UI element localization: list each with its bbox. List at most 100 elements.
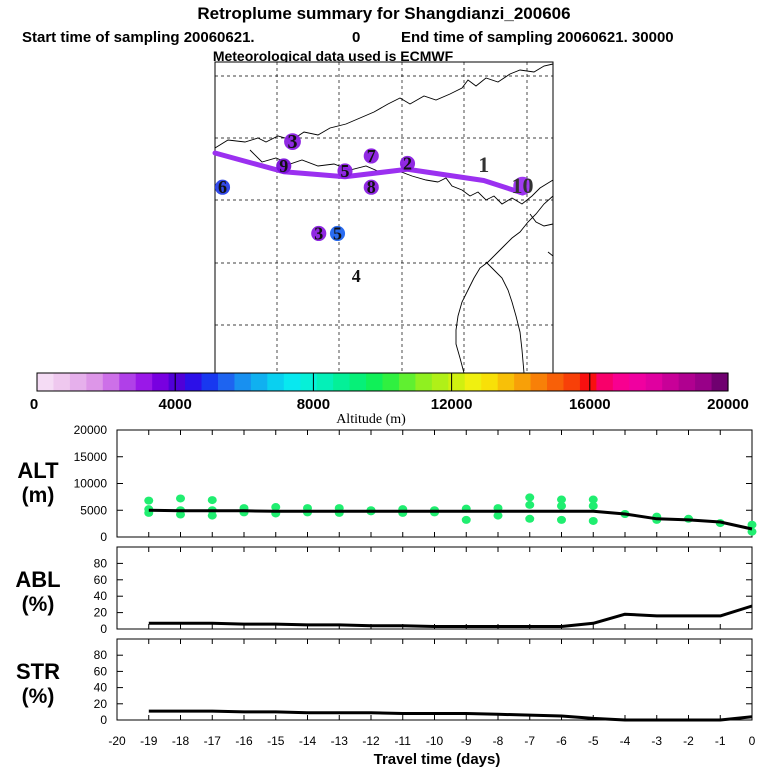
panel-unit-label: (%) [22,685,55,708]
panel-label: ABL [15,567,60,592]
colorbar-cell [497,373,515,391]
x-tick-label: -2 [683,734,694,748]
cluster-marker [363,179,379,195]
cluster-marker [311,225,327,242]
colorbar-cell [547,373,565,391]
colorbar-tick-label: 16000 [569,396,611,413]
colorbar-tick-label: 20000 [707,396,749,413]
colorbar-cell [152,373,170,391]
met-data-label: Meteorological data used is ECMWF [213,48,454,64]
y-tick-label: 10000 [74,477,108,491]
colorbar-cell [382,373,400,391]
start-time-label: Start time of sampling 20060621. [22,29,255,46]
panel-unit-label: (%) [22,593,55,616]
altitude-point [176,510,185,519]
x-axis: Travel time (days) -20 -19 -18 -17 -16 -15 -14… [108,734,755,768]
cluster-label: 7 [367,146,376,166]
x-tick-label: -8 [493,734,504,748]
x-tick-label: 0 [749,734,756,748]
y-tick-label: 40 [94,589,108,603]
colorbar-cell [168,373,186,391]
x-tick-label: -1 [715,734,726,748]
cluster-marker [337,163,353,179]
cluster-label: 3 [314,223,323,243]
x-tick-label: -3 [651,734,662,748]
colorbar-cell [119,373,137,391]
panel-label: STR [16,659,60,684]
colorbar-cell [464,373,482,391]
altitude-point [747,520,757,529]
series-line [148,604,753,628]
cluster-label: 6 [218,177,227,197]
y-tick-label: 20000 [74,423,108,437]
colorbar-cell [185,373,203,391]
cluster-label: 2 [403,153,412,173]
x-tick-label: -19 [140,734,158,748]
x-tick-label: -9 [461,734,472,748]
x-tick-label: -7 [524,734,535,748]
map-frame [214,61,554,374]
map-coastlines [214,63,554,374]
x-tick-label: -13 [331,734,349,748]
colorbar-tick-label: 4000 [159,396,192,413]
altitude-point [493,511,503,520]
y-tick-label: 5000 [80,503,107,517]
colorbar-tick-label: 12000 [431,396,473,413]
altitude-point [557,501,566,510]
panel-str: STR(%) 0 20 40 60 80 [16,638,753,727]
series-line [148,508,753,531]
x-tick-label: -6 [556,734,567,748]
series-line [148,709,753,722]
time-series-panels: ALT(m)05000100001500020000ABL(%)02040608… [15,423,757,727]
x-tick-label: -16 [235,734,253,748]
cluster-label: 4 [352,266,361,286]
x-tick-label: -12 [362,734,380,748]
altitude-colorbar: 0 4000 8000 12000 16000 20000 Altitude (m) [30,372,749,427]
altitude-point [461,515,471,524]
colorbar-cell [300,373,318,391]
x-tick-label: -10 [426,734,444,748]
colorbar-cell [37,373,55,391]
altitude-point [525,514,535,523]
colorbar-cell [514,373,532,391]
altitude-point [525,493,535,502]
colorbar-cell [201,373,219,391]
y-tick-label: 0 [100,713,107,727]
y-tick-label: 80 [94,648,108,662]
altitude-point [588,495,598,504]
panel-alt: ALT(m) 0 5000 10000 15000 20000 [17,423,757,544]
y-tick-label: 60 [94,664,108,678]
colorbar-cell [217,373,236,391]
colorbar-cell [102,373,120,391]
colorbar-cell [366,373,384,391]
y-tick-label: 0 [100,530,107,544]
colorbar-cell [695,373,713,391]
altitude-point [557,515,566,524]
colorbar-cell [431,373,449,391]
colorbar-cell [349,373,367,391]
y-tick-label: 20 [94,697,108,711]
colorbar-cells [37,373,729,391]
altitude-point [588,501,598,510]
y-tick-label: 40 [94,681,108,695]
cluster-marker [214,179,231,195]
colorbar-tick-labels: 0 4000 8000 12000 16000 20000 [30,373,749,413]
colorbar-cell [415,373,433,391]
colorbar-cell [398,373,416,391]
colorbar-cell [563,373,581,391]
start-time-seconds: 0 [352,29,360,46]
trajectory-line [212,150,525,196]
x-tick-label: -11 [395,734,412,748]
cluster-marker [363,148,379,164]
y-tick-label: 80 [94,556,108,570]
x-tick-label: -18 [172,734,190,748]
colorbar-cell [69,373,87,391]
panel-abl: ABL(%) 0 20 40 60 80 [15,546,753,636]
colorbar-cell [135,373,153,391]
colorbar-cell [579,373,597,391]
colorbar-cell [481,373,499,391]
